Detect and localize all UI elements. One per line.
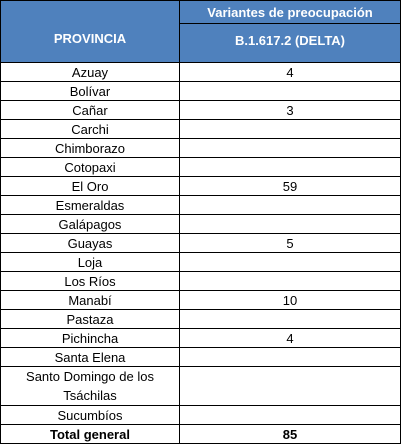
variant-count-cell — [179, 405, 401, 425]
variant-count-cell — [179, 119, 401, 139]
table-row: Guayas 5 — [0, 233, 401, 253]
variant-count-cell: 4 — [179, 328, 401, 348]
variant-count-cell — [179, 195, 401, 215]
header-province: PROVINCIA — [0, 0, 180, 63]
variant-count-cell: 10 — [179, 290, 401, 310]
table-row: Cañar 3 — [0, 100, 401, 120]
variant-count-cell — [179, 252, 401, 272]
variant-count-cell: 3 — [179, 100, 401, 120]
table-header: PROVINCIA Variantes de preocupación B.1.… — [0, 0, 401, 63]
variant-count-cell: 5 — [179, 233, 401, 253]
table-row: Bolívar — [0, 81, 401, 101]
table-row: Santa Elena — [0, 347, 401, 367]
table-row: Chimborazo — [0, 138, 401, 158]
table-row: Cotopaxi — [0, 157, 401, 177]
variant-count-cell — [179, 347, 401, 367]
province-cell: Guayas — [0, 233, 180, 253]
province-cell: Esmeraldas — [0, 195, 180, 215]
table-row: Manabí 10 — [0, 290, 401, 310]
table-body: Azuay 4 Bolívar Cañar 3 Carchi Chimborazo Cotop… — [0, 62, 401, 425]
table-row: Sucumbíos — [0, 405, 401, 425]
province-cell: Pichincha — [0, 328, 180, 348]
variant-count-cell — [179, 366, 401, 406]
province-cell: Santo Domingo de los Tsáchilas — [0, 366, 180, 406]
province-cell: El Oro — [0, 176, 180, 196]
variant-count-cell: 59 — [179, 176, 401, 196]
province-cell: Carchi — [0, 119, 180, 139]
province-cell: Manabí — [0, 290, 180, 310]
header-row-1: PROVINCIA Variantes de preocupación — [0, 0, 401, 63]
variant-count-cell — [179, 309, 401, 329]
province-cell: Cotopaxi — [0, 157, 180, 177]
total-label: Total general — [0, 424, 180, 444]
header-row-2: B.1.617.2 (DELTA) — [1, 23, 401, 63]
table-row: Pastaza — [0, 309, 401, 329]
variant-count-cell — [179, 271, 401, 291]
variant-count-cell — [179, 81, 401, 101]
variant-count-cell — [179, 157, 401, 177]
variant-count-cell — [179, 138, 401, 158]
header-variant-line1: Variantes de preocupación — [179, 0, 401, 24]
total-row: Total general 85 — [0, 424, 401, 444]
province-cell: Cañar — [0, 100, 180, 120]
table-footer: Total general 85 — [0, 424, 401, 444]
province-cell: Chimborazo — [0, 138, 180, 158]
table-row: Azuay 4 — [0, 62, 401, 82]
province-cell: Azuay — [0, 62, 180, 82]
variant-count-cell: 4 — [179, 62, 401, 82]
province-cell: Santa Elena — [0, 347, 180, 367]
table-row: Galápagos — [0, 214, 401, 234]
table-row: Carchi — [0, 119, 401, 139]
province-cell: Los Ríos — [0, 271, 180, 291]
total-value: 85 — [179, 424, 401, 444]
province-cell: Loja — [0, 252, 180, 272]
province-cell: Galápagos — [0, 214, 180, 234]
variant-count-cell — [179, 214, 401, 234]
header-variant-line2: B.1.617.2 (DELTA) — [179, 23, 401, 63]
table-row: Loja — [0, 252, 401, 272]
province-cell: Pastaza — [0, 309, 180, 329]
province-cell: Bolívar — [0, 81, 180, 101]
table-row: Santo Domingo de los Tsáchilas — [0, 366, 401, 406]
province-cell: Sucumbíos — [0, 405, 180, 425]
table-row: El Oro 59 — [0, 176, 401, 196]
table-row: Los Ríos — [0, 271, 401, 291]
table-row: Pichincha 4 — [0, 328, 401, 348]
table-row: Esmeraldas — [0, 195, 401, 215]
